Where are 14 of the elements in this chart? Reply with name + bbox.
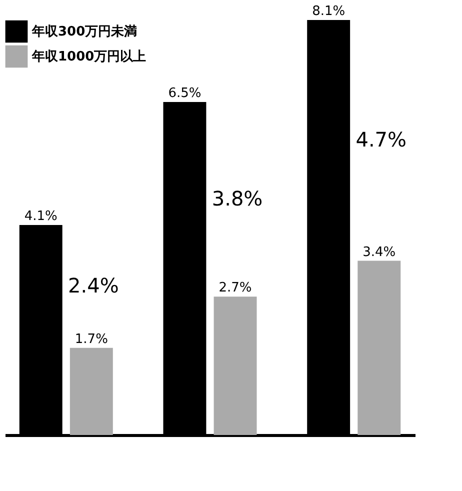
annotation: 2.4% [68, 273, 119, 298]
data-label: 3.4% [362, 244, 396, 260]
bar [358, 260, 401, 435]
data-label: 1.7% [74, 332, 108, 347]
legend-label: 年収1000万円以上 [31, 50, 146, 64]
bar [214, 296, 257, 435]
legend-label: 年収300万円未満 [31, 24, 138, 40]
annotation: 4.7% [356, 127, 407, 152]
bar [70, 348, 113, 435]
data-label: 2.7% [218, 280, 252, 296]
annotation: 3.8% [212, 186, 263, 210]
data-label: 6.5% [168, 86, 202, 101]
data-label: 8.1% [312, 4, 346, 19]
data-label: 4.1% [24, 208, 58, 224]
